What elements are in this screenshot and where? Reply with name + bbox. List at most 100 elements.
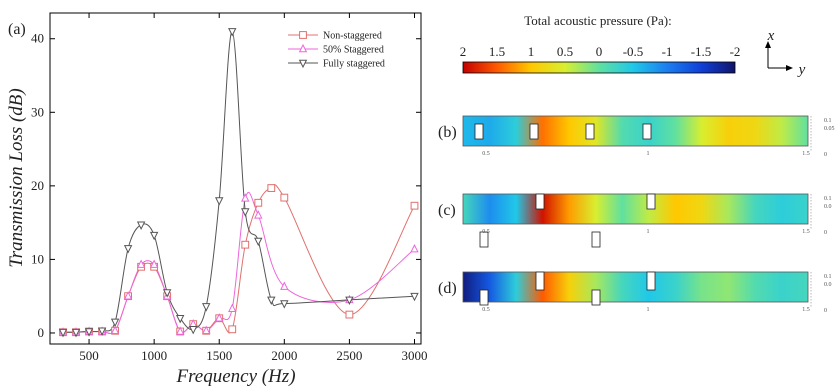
panel-x-tick-label: 1.5 (802, 151, 810, 157)
colorbar-title: Total acoustic pressure (Pa): (524, 13, 671, 28)
colorbar-tick-label: -2 (730, 44, 741, 59)
data-point-1 (254, 210, 263, 219)
panel-x-tick-label: 1.5 (802, 229, 810, 235)
data-point-2 (149, 231, 159, 241)
data-point-2 (215, 197, 224, 206)
data-point-2 (228, 28, 237, 37)
colorbar-tick-label: -1.5 (691, 44, 712, 59)
legend-marker (298, 43, 308, 53)
data-point-1 (175, 326, 185, 335)
colorbar-strip (462, 61, 736, 74)
data-point-2 (58, 328, 68, 338)
panel-y-tick-label: 0.1 (824, 118, 832, 124)
data-point-1 (136, 259, 146, 268)
pressure-panel-0: (b) 0.5 1 1.5 0.1 0.05 0 (438, 115, 835, 158)
data-point-0 (410, 201, 419, 210)
baffle-slot (535, 271, 545, 291)
data-point-2 (241, 208, 250, 217)
panel-x-tick-label: 1 (647, 229, 650, 235)
pressure-panels: (b) 0.5 1 1.5 0.1 0.05 0 (c) 0.5 1 1.5 0.1 0.0 0 (d) 0.… (438, 115, 835, 314)
x-tick-label: 500 (79, 348, 99, 363)
colorbar-tick-labels: 2 1.5 1 0.5 0 -0.5 -1 -1.5 -2 (460, 44, 741, 59)
panel-y-tick-label: 0.0 (824, 282, 832, 288)
y-tick-label: 40 (31, 31, 44, 46)
baffle-slot (591, 289, 601, 306)
plot-frame (49, 12, 422, 345)
coordinate-indicator: x y (765, 28, 806, 78)
baffle-slot (585, 123, 595, 140)
coord-y-label: y (797, 62, 806, 78)
x-tick-label: 2500 (336, 348, 362, 363)
baffle-slot (535, 193, 545, 210)
data-point-1 (123, 291, 133, 300)
data-point-2 (410, 292, 419, 302)
colorbar-tick-label: 1.5 (489, 44, 505, 59)
panel-x-tick-label: 1 (647, 151, 650, 157)
data-point-2 (345, 296, 354, 305)
panel-y-tick-label: 0.0 (824, 204, 832, 210)
data-point-2 (71, 328, 81, 338)
colorbar-tick-label: 2 (460, 44, 467, 59)
data-point-1 (280, 281, 289, 290)
pressure-panel-2: (d) 0.5 1 1.5 0.1 0.0 0 (438, 271, 832, 314)
colorbar-tick-label: -1 (662, 44, 673, 59)
x-tick-label: 3000 (401, 348, 427, 363)
data-point-2 (202, 303, 211, 312)
data-point-2 (84, 328, 94, 337)
panel-y-tick-label: 0 (824, 308, 827, 314)
data-point-1 (110, 325, 120, 335)
legend-entry: Non-staggered (323, 31, 382, 42)
colorbar-tick-label: 0.5 (557, 44, 573, 59)
colorbar-tick-label: -0.5 (623, 44, 644, 59)
panel-y-tick-label: 0 (824, 152, 827, 158)
panel-label: (c) (438, 202, 456, 219)
panel-x-tick-label: 0.5 (482, 151, 490, 157)
panel-y-tick-label: 0.1 (824, 274, 832, 280)
data-point-2 (280, 300, 289, 309)
data-point-1 (202, 325, 211, 335)
data-point-2 (110, 318, 120, 328)
data-point-2 (254, 237, 263, 247)
data-point-1 (215, 313, 224, 322)
baffle-slot (474, 123, 484, 140)
x-tick-label: 1500 (206, 348, 232, 363)
colorbar-tick-label: 0 (596, 44, 603, 59)
baffle-slot (646, 271, 656, 291)
legend-marker (299, 31, 307, 39)
data-point-1 (241, 193, 250, 202)
data-point-0 (345, 310, 354, 319)
tl-chart: 500 1000 1500 2000 2500 3000 0 10 20 30 40 Non-sta… (6, 12, 427, 387)
data-point-0 (254, 198, 263, 207)
pressure-field (462, 115, 809, 147)
data-point-1 (410, 243, 419, 253)
pressure-panel-1: (c) 0.5 1 1.5 0.1 0.0 0 (438, 193, 832, 248)
data-point-2 (175, 314, 185, 324)
colorbar-tick-label: 1 (528, 44, 535, 59)
baffle-slot (479, 289, 489, 306)
pressure-field (462, 271, 809, 303)
panel-label: (d) (438, 280, 457, 297)
baffle-slot (646, 193, 656, 210)
panel-x-tick-label: 1 (647, 307, 650, 313)
series-group (58, 28, 419, 338)
baffle-slot (529, 123, 539, 140)
data-point-2 (123, 245, 133, 254)
y-tick-label: 10 (31, 251, 44, 266)
x-tick-label: 1000 (141, 348, 167, 363)
panel-x-tick-label: 1.5 (802, 307, 810, 313)
data-point-2 (162, 289, 172, 298)
legend-entry: 50% Staggered (323, 45, 384, 56)
panel-y-tick-label: 0.05 (824, 126, 835, 132)
data-point-2 (97, 327, 107, 336)
legend-entry: Fully staggered (323, 59, 385, 70)
baffle-slot (479, 231, 489, 248)
coord-x-label: x (767, 28, 775, 44)
baffle-slot (642, 123, 652, 140)
data-point-1 (149, 259, 159, 268)
y-tick-label: 20 (31, 178, 44, 193)
colorbar: Total acoustic pressure (Pa): 2 1.5 1 0.5 0 -… (460, 13, 741, 74)
pressure-field (462, 193, 809, 225)
panel-x-tick-label: 0.5 (482, 229, 490, 235)
data-point-2 (136, 221, 146, 230)
